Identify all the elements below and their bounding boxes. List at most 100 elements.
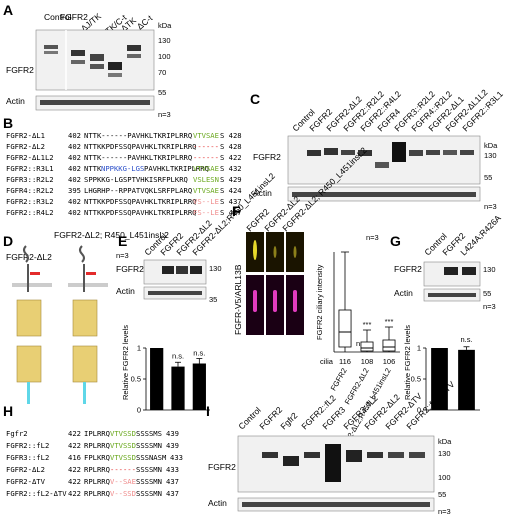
sequence-tail: VTVSSD [110, 429, 136, 438]
construct-name: FGFR2::R3L2 [6, 197, 54, 206]
sequence: NTTK------PAVHKLTKRIPLRRQ [84, 153, 192, 162]
sequence-tail: VTVSSD [110, 453, 136, 462]
residue-end: S 437 [220, 197, 242, 206]
construct-name: FGFR2::fL2-ΔTV [6, 489, 67, 498]
significance-label: n.s. [172, 352, 184, 361]
residue-start: 395 [68, 186, 81, 195]
sequence: FPLKRQ [84, 453, 110, 462]
sequence-rest: SSSNASM [136, 453, 167, 462]
residue-start: 402 [68, 153, 81, 162]
n-label: n=3 [116, 251, 129, 260]
construct-name: FGFR2-ΔTV [6, 477, 46, 486]
residue-end: 439 [166, 429, 179, 438]
y-axis-label: Relative FGFR2 levels [403, 325, 412, 400]
y-tick-label: 0 [417, 406, 421, 415]
marker-label: 100 [438, 473, 451, 482]
x-tick-label: FGFR2 [329, 367, 349, 393]
sequence-rest: SSSSMN [136, 465, 162, 474]
construct-name: FGFR2-ΔL1 [6, 131, 45, 140]
significance-label: *** [363, 320, 372, 329]
y-tick-label: 1 [417, 344, 421, 353]
kda-label: kDa [484, 141, 498, 150]
lane-label: Control [236, 405, 263, 432]
residue-start: 422 [68, 477, 81, 486]
significance-label: n.s. [193, 349, 205, 358]
panel-i-lane-labels: Control FGFR2 Fgfr2 FGFR2::fL2 FGFR3 FGF… [236, 379, 456, 431]
n-label: n=3 [484, 202, 497, 211]
residue-end: 437 [166, 489, 179, 498]
marker-label: 130 [209, 264, 222, 273]
sequence-tail: VSLESN [193, 175, 219, 184]
blot-label-fgfr2: FGFR2 [116, 264, 144, 274]
y-tick-label: 0 [137, 406, 141, 415]
marker-label: 70 [158, 68, 166, 77]
residue-end: S 432 [220, 164, 242, 173]
sequence-tail: ------ [110, 465, 136, 474]
actin-label: Actin [394, 288, 413, 298]
sequence: NTTK------PAVHKLTKRIPLRRQ [84, 131, 192, 140]
bar [431, 348, 448, 410]
residue-end: 439 [166, 441, 179, 450]
box [382, 339, 396, 352]
construct-name: FGFR2::R4L2 [6, 208, 54, 217]
bar [171, 366, 185, 410]
cilia-count: 116 [339, 357, 351, 366]
n-label: n=3 [366, 233, 379, 242]
residue-end: 437 [166, 477, 179, 486]
significance-label: n.s. [460, 335, 472, 344]
marker-label: 130 [483, 265, 496, 274]
sequence-tail: V--SAE [110, 477, 136, 486]
marker-label: 35 [209, 295, 217, 304]
panel-letter-b: B [3, 115, 13, 131]
residue-end: S 428 [220, 142, 242, 151]
panel-g-lane-labels: Control FGFR2 L424A;R426A [422, 213, 503, 258]
lane-label: ΔC-t [135, 13, 155, 32]
kda-label: kDa [438, 437, 452, 446]
sequence: IPLRRQ [84, 429, 110, 438]
panel-letter-e: E [118, 233, 127, 249]
sequence: SPPKKG-LGSPTVHKISRFPLKRQ [84, 175, 188, 184]
sequence-tail: VTVSSD [110, 441, 136, 450]
residue-start: 402 [68, 208, 81, 217]
kda-label: kDa [158, 21, 172, 30]
panel-c-lane-labels: Control FGFR2 FGFR2-ΔL2 FGFR2::R2L2 FGFR… [290, 87, 505, 133]
y-axis-label: Relative FGFR2 levels [121, 325, 130, 400]
marker-label: 55 [438, 490, 446, 499]
panel-b-alignment: FGFR2-ΔL1 402 NTTK------PAVHKLTKRIPLRRQ … [6, 131, 242, 217]
bar [150, 348, 164, 410]
n-label: n=3 [158, 110, 171, 119]
cilia-count: 108 [361, 357, 374, 366]
receptor-diagram-1 [12, 245, 52, 404]
sequence-insert: NPPKKG-LGS [101, 164, 144, 173]
lane-label: Control [44, 12, 72, 22]
bar-chart-e: Relative FGFR2 levels 0 0.5 1 n.s. n.s. [121, 325, 210, 415]
microscopy-panels [246, 232, 304, 335]
actin-label: Actin [6, 96, 25, 106]
sequence: LHGRHP--RPPATVQKLSRFPLARQ [84, 186, 192, 195]
box [360, 341, 374, 352]
blot-label-fgfr2: FGFR2 [208, 462, 236, 472]
residue-start: 422 [68, 489, 81, 498]
n-label: n=3 [483, 302, 496, 311]
residue-end: S 437 [220, 208, 242, 217]
sequence-rest: SSSSMN [136, 441, 162, 450]
sequence-tail: VTVSAE [193, 186, 219, 195]
panel-letter-g: G [390, 233, 401, 249]
y-tick-label: 0.5 [131, 375, 141, 384]
y-axis-label: FGFR2 ciliary intensity [315, 264, 324, 340]
residue-start: 402 [68, 142, 81, 151]
marker-label: 55 [484, 173, 492, 182]
residue-end: 433 [170, 453, 183, 462]
western-blot-e [143, 259, 207, 285]
bar [192, 363, 206, 410]
residue-end: S 428 [220, 131, 242, 140]
sequence: RPLRRQ [84, 465, 110, 474]
construct-label: FGFR2-ΔL2 [6, 252, 52, 262]
n-label: n=3 [438, 507, 451, 516]
residue-end: S 424 [220, 186, 242, 195]
bar-chart-g: Relative FGFR2 levels 0 0.5 1 n.s. [403, 325, 480, 415]
residue-start: 402 [68, 175, 81, 184]
blot-label-fgfr2: FGFR2 [394, 264, 422, 274]
panel-letter-i: I [206, 403, 210, 419]
construct-name: FGFR2::fL2 [6, 441, 49, 450]
